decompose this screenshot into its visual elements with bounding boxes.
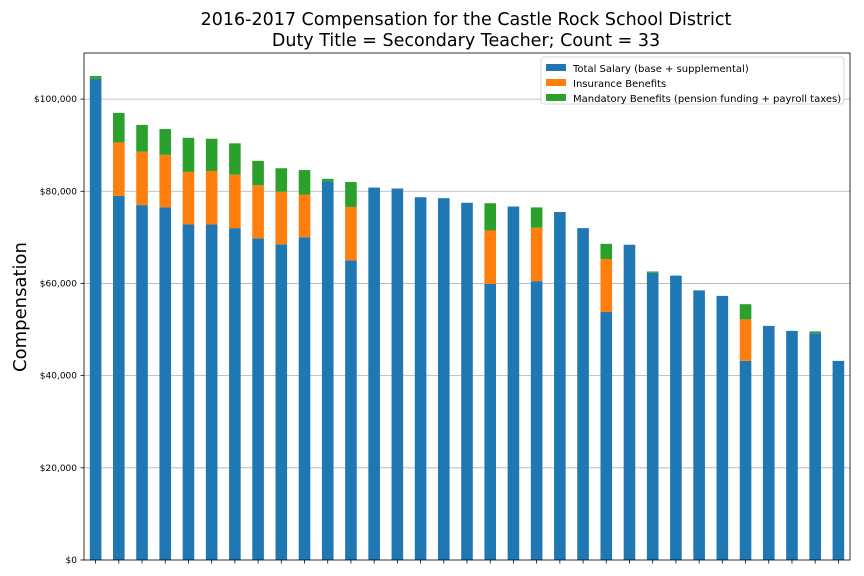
- bar-segment-series-1: [507, 206, 520, 560]
- bar-segment-series-1: [739, 360, 752, 560]
- bar-segment-series-1: [182, 224, 195, 560]
- bar-segment-series-2: [229, 174, 241, 229]
- bar-segment-series-1: [554, 212, 566, 560]
- legend: Total Salary (base + supplemental) Insura…: [540, 56, 845, 105]
- bar-segment-series-1: [252, 238, 264, 560]
- bar-segment-series-2: [484, 230, 497, 284]
- legend-box: [540, 56, 845, 105]
- y-tick-label: $40,000: [40, 372, 77, 382]
- bar-segment-series-1: [786, 330, 798, 560]
- bar-segment-series-3: [600, 243, 613, 260]
- bar-segment-series-1: [716, 295, 729, 560]
- bar-segment-series-1: [391, 188, 404, 561]
- y-tick-label: $60,000: [40, 279, 77, 289]
- bars: [89, 76, 845, 561]
- plot-frame: [83, 52, 851, 561]
- y-tick-label: $20,000: [40, 464, 77, 474]
- bar-segment-series-1: [437, 198, 450, 560]
- bar-segment-series-1: [832, 360, 845, 560]
- bar-segment-series-3: [646, 271, 659, 273]
- bar-segment-series-1: [646, 272, 659, 560]
- bar-segment-series-1: [693, 290, 705, 560]
- bar-segment-series-1: [298, 237, 311, 560]
- bar-segment-series-1: [809, 333, 821, 560]
- bar-segment-series-1: [275, 244, 288, 560]
- bar-segment-series-3: [321, 178, 334, 182]
- bar-segment-series-3: [136, 124, 148, 152]
- legend-label-series-2: Insurance Benefits: [573, 79, 666, 90]
- bar-segment-series-1: [136, 205, 148, 560]
- bar-segment-series-1: [600, 312, 613, 560]
- bar-segment-series-1: [113, 195, 125, 560]
- bar-segment-series-1: [577, 228, 589, 561]
- bar-segment-series-3: [159, 129, 172, 155]
- chart-title: 2016-2017 Compensation for the Castle Ro…: [201, 10, 732, 30]
- bar-segment-series-1: [461, 202, 473, 560]
- bar-segment-series-2: [205, 170, 218, 225]
- bar-segment-series-2: [345, 206, 357, 261]
- bar-segment-series-1: [670, 275, 682, 560]
- bar-segment-series-3: [182, 137, 195, 172]
- bar-segment-series-3: [809, 331, 821, 334]
- bar-segment-series-1: [762, 325, 775, 560]
- bar-segment-series-1: [345, 260, 357, 560]
- bar-segment-series-1: [205, 224, 218, 560]
- bar-segment-series-3: [739, 304, 752, 320]
- bar-segment-series-2: [159, 154, 172, 208]
- y-tick-label: $0: [66, 556, 78, 566]
- legend-label-series-3: Mandatory Benefits (pension funding + pa…: [573, 94, 841, 105]
- bar-segment-series-2: [252, 185, 264, 239]
- bar-segment-series-3: [89, 76, 102, 79]
- bar-segment-series-1: [321, 181, 334, 560]
- bar-segment-series-3: [229, 143, 241, 175]
- axes: $0 $20,000 $40,000 $60,000 $80,000 $100,000: [34, 52, 851, 566]
- legend-label-series-1: Total Salary (base + supplemental): [572, 64, 749, 75]
- bar-segment-series-3: [298, 170, 311, 195]
- bar-segment-series-1: [530, 281, 543, 560]
- bar-segment-series-3: [530, 207, 543, 228]
- chart-subtitle: Duty Title = Secondary Teacher; Count = …: [272, 31, 660, 51]
- legend-swatch-series-1: [546, 64, 566, 71]
- bar-segment-series-1: [229, 228, 241, 561]
- bar-segment-series-2: [275, 191, 288, 245]
- bar-segment-series-1: [484, 283, 497, 560]
- bar-segment-series-2: [600, 259, 613, 313]
- bar-segment-series-1: [368, 187, 380, 560]
- y-axis-label: Compensation: [10, 242, 31, 372]
- bar-segment-series-2: [739, 319, 752, 361]
- bar-segment-series-3: [113, 112, 125, 143]
- bar-segment-series-3: [252, 160, 264, 186]
- bar-segment-series-1: [89, 78, 102, 560]
- bar-segment-series-3: [484, 203, 497, 231]
- bar-segment-series-1: [159, 207, 172, 560]
- bar-segment-series-2: [113, 142, 125, 196]
- bar-segment-series-2: [136, 151, 148, 206]
- y-tick-label: $80,000: [40, 187, 77, 197]
- bar-segment-series-1: [414, 197, 427, 561]
- bar-segment-series-2: [298, 194, 311, 238]
- bar-segment-series-3: [205, 138, 218, 171]
- legend-swatch-series-3: [546, 94, 566, 101]
- bar-segment-series-3: [275, 168, 288, 192]
- legend-swatch-series-2: [546, 79, 566, 86]
- bar-segment-series-2: [182, 171, 195, 225]
- bar-segment-series-2: [530, 227, 543, 282]
- y-tick-label: $100,000: [34, 95, 77, 105]
- bar-segment-series-1: [623, 244, 636, 561]
- bar-segment-series-3: [345, 182, 357, 207]
